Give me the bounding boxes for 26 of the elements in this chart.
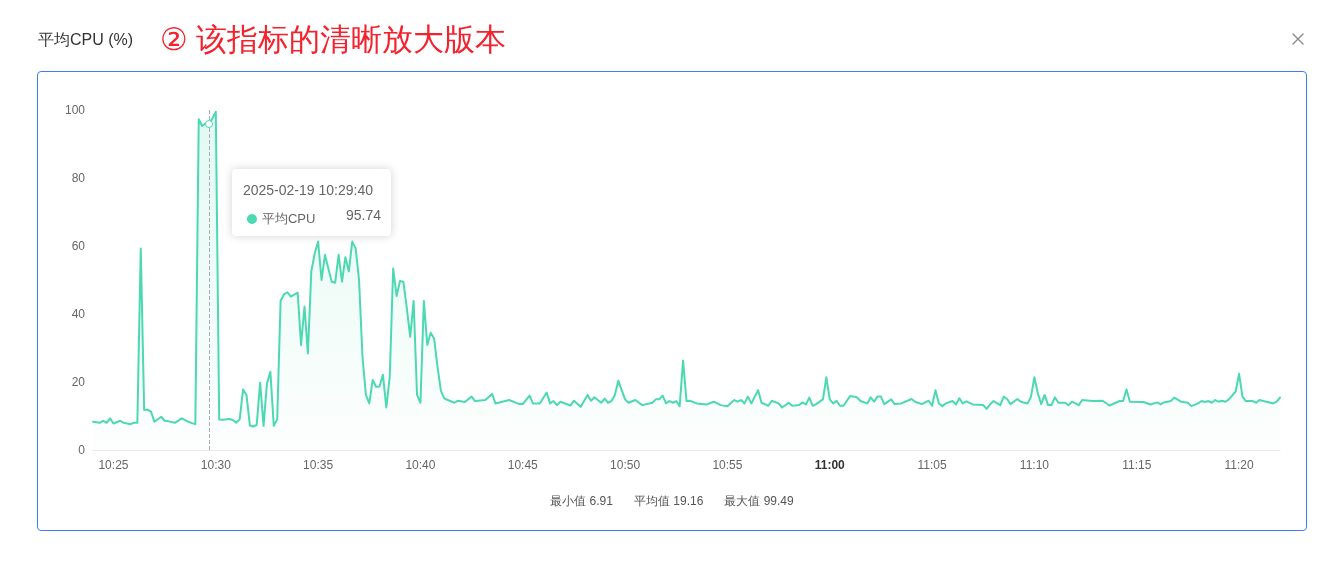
x-tick-label: 11:00 — [814, 458, 846, 472]
text: 平均值 19.16 — [633, 493, 704, 509]
y-tick-label: 0 — [78, 443, 86, 457]
x-tick-label: 11:15 — [1122, 458, 1152, 472]
x-tick-label: 10:50 — [610, 458, 641, 472]
x-tick-label: 10:35 — [303, 458, 334, 472]
y-tick-label: 100 — [64, 103, 86, 117]
y-tick-label: 40 — [71, 307, 86, 321]
x-tick-label: 10:45 — [507, 458, 539, 472]
x-tick-label: 10:40 — [405, 458, 436, 472]
x-tick-label: 10:25 — [98, 458, 129, 472]
text: 最小值 6.91 — [550, 493, 613, 509]
chart-subtitle: ② 该指标的清晰放大版本 — [160, 21, 507, 59]
x-tick-label: 11:10 — [1019, 458, 1050, 472]
chart-title: 平均CPU (%) — [38, 30, 134, 50]
x-tick-label: 10:30 — [200, 458, 232, 472]
annotation: 95.74 — [344, 206, 381, 225]
x-tick-label: 11:05 — [917, 458, 947, 472]
y-tick-label: 80 — [71, 171, 86, 185]
x-tick-label: 10:55 — [712, 458, 743, 472]
legend-label: 平均CPU — [261, 211, 316, 227]
text: 最大值 99.49 — [724, 493, 794, 509]
y-tick-label: 20 — [71, 375, 86, 389]
y-tick-label: 60 — [71, 239, 86, 253]
annotation: 2025-02-19 10:29:40 — [242, 181, 373, 200]
x-tick-label: 11:20 — [1224, 458, 1254, 472]
